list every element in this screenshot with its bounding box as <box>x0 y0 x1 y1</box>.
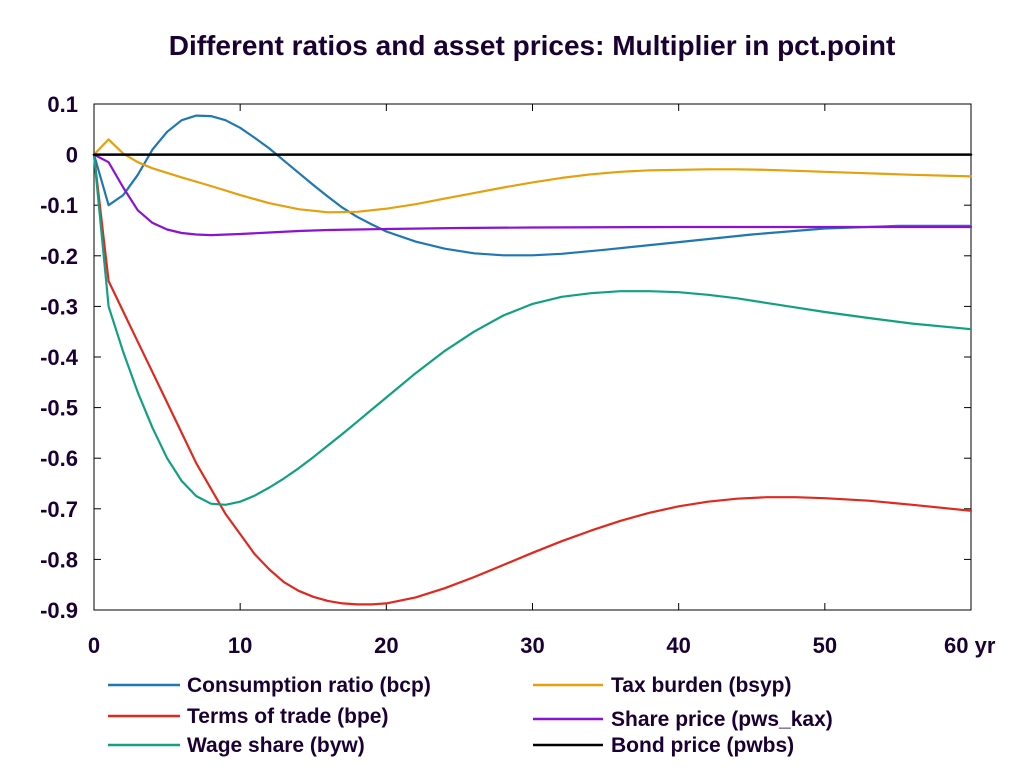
legend-label-bond-price-pwbs: Bond price (pwbs) <box>611 734 794 757</box>
series-line-tax-burden-bsyp <box>92 138 973 214</box>
y-tick-label: -0.8 <box>40 547 78 572</box>
x-tick-label: 10 <box>228 633 252 658</box>
y-tick-label: -0.6 <box>40 446 78 471</box>
series-line-terms-of-trade-bpe <box>92 153 973 606</box>
y-tick-label: -0.4 <box>40 345 79 370</box>
x-tick-label: 40 <box>666 633 690 658</box>
x-tick-label: 60 yr <box>944 633 996 658</box>
legend-label-terms-of-trade-bpe: Terms of trade (bpe) <box>187 705 388 728</box>
y-axis: 0.1 0 -0.1 -0.2 -0.3 -0.4 -0.5 -0.6 -0.7 -0.8 -0.9 <box>40 92 971 623</box>
y-tick-label: -0.5 <box>40 396 78 421</box>
y-tick-label: -0.3 <box>40 294 78 319</box>
x-tick-label: 50 <box>813 633 837 658</box>
legend: Consumption ratio (bcp) Terms of trade (b… <box>108 674 833 757</box>
y-tick-label: -0.9 <box>40 598 78 623</box>
series-lines <box>92 114 973 606</box>
series-line-consumption-ratio-bcp <box>92 114 973 257</box>
series-line-share-price-pws-kax <box>92 153 973 237</box>
x-tick-label: 0 <box>88 633 100 658</box>
legend-label-consumption-ratio-bcp: Consumption ratio (bcp) <box>187 674 431 697</box>
plot-area <box>93 103 972 611</box>
x-tick-label: 30 <box>520 633 544 658</box>
y-tick-label: 0.1 <box>47 92 78 117</box>
y-tick-label: -0.2 <box>40 244 78 269</box>
legend-label-tax-burden-bsyp: Tax burden (bsyp) <box>611 674 791 697</box>
y-tick-label: 0 <box>66 143 78 168</box>
chart-title: Different ratios and asset prices: Multi… <box>168 30 896 61</box>
plot-frame <box>93 103 972 611</box>
legend-label-wage-share-byw: Wage share (byw) <box>187 734 365 757</box>
y-tick-label: -0.1 <box>40 193 78 218</box>
y-tick-label: -0.7 <box>40 497 78 522</box>
series-line-wage-share-byw <box>92 153 973 506</box>
x-tick-label: 20 <box>374 633 398 658</box>
x-axis: 0 10 20 30 40 50 60 yr <box>88 104 996 658</box>
legend-label-share-price-pws-kax: Share price (pws_kax) <box>611 708 833 731</box>
